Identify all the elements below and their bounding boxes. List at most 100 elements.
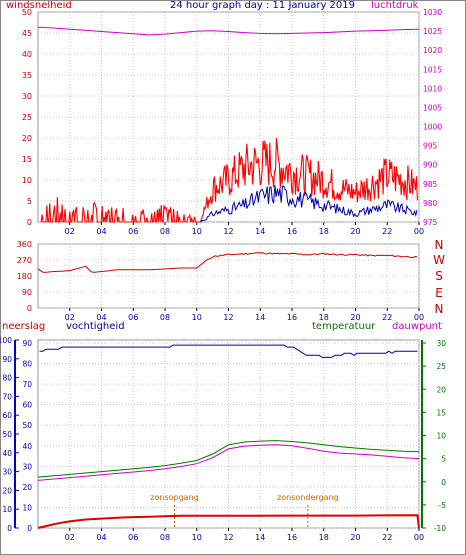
rain-tick-label: 40 <box>2 449 12 458</box>
p1-xtick-label: 06 <box>128 227 138 236</box>
temperature-tick-label: 15 <box>436 408 446 417</box>
humidity-tick-label: 10 <box>22 503 32 512</box>
direction-letter-n-top: N <box>434 238 444 252</box>
humidity-tick-label: 0 <box>27 524 32 533</box>
p2-xtick-label: 12 <box>223 313 233 322</box>
rain-tick-label: 10 <box>2 505 12 514</box>
p1-right-tick-label: 1030 <box>423 8 442 17</box>
p2-xtick-label: 00 <box>414 313 424 322</box>
p2-xtick-label: 14 <box>255 313 265 322</box>
direction-letter-e: E <box>435 286 443 300</box>
p1-left-tick-label: 45 <box>22 29 32 38</box>
p1-right-tick-label: 1010 <box>423 84 442 93</box>
p1-right-tick-label: 1025 <box>423 27 442 36</box>
p2-tick-label: 90 <box>22 288 32 297</box>
rain-tick-label: 60 <box>2 411 12 420</box>
humidity-line <box>39 344 418 358</box>
p2-xtick-label: 22 <box>382 313 392 322</box>
humidity-tick-label: 90 <box>22 339 32 348</box>
p1-right-tick-label: 1015 <box>423 65 442 74</box>
p1-right-tick-label: 1005 <box>423 103 442 112</box>
p1-left-tick-label: 10 <box>22 176 32 185</box>
p1-left-tick-label: 0 <box>27 218 32 227</box>
p1-right-tick-label: 990 <box>423 161 438 170</box>
p2-xtick-label: 16 <box>287 313 297 322</box>
rain-line <box>37 514 420 529</box>
wind-speed-line <box>40 138 418 223</box>
p3-xtick-label: 18 <box>319 533 329 542</box>
p2-tick-label: 270 <box>17 256 32 265</box>
p1-xtick-label: 20 <box>350 227 360 236</box>
temperature-tick-label: 0 <box>441 478 446 487</box>
humidity-tick-label: 40 <box>22 442 32 451</box>
humidity-axis-title: vochtigheid <box>66 321 125 332</box>
temperature-tick-label: 25 <box>436 362 446 371</box>
p3-xtick-label: 14 <box>255 533 265 542</box>
p2-tick-label: 360 <box>17 240 32 249</box>
p2-xtick-label: 20 <box>350 313 360 322</box>
p3-xtick-label: 10 <box>192 533 202 542</box>
humidity-tick-label: 60 <box>22 401 32 410</box>
p1-right-tick-label: 975 <box>423 218 438 227</box>
p3-xtick-label: 22 <box>382 533 392 542</box>
p1-right-tick-label: 1020 <box>423 46 442 55</box>
p1-left-tick-label: 50 <box>22 8 32 17</box>
rain-tick-label: 20 <box>2 486 12 495</box>
p2-xtick-label: 02 <box>65 313 75 322</box>
p1-xtick-label: 02 <box>65 227 75 236</box>
dewpoint-line <box>37 444 420 481</box>
p1-right-tick-label: 1000 <box>423 123 442 132</box>
rain-tick-label: 50 <box>2 430 12 439</box>
temperature-tick-label: 30 <box>436 339 446 348</box>
humidity-tick-label: 30 <box>22 462 32 471</box>
p1-xtick-label: 16 <box>287 227 297 236</box>
p2-xtick-label: 10 <box>192 313 202 322</box>
p3-xtick-label: 06 <box>128 533 138 542</box>
direction-letter-n-bottom: N <box>434 302 444 316</box>
temperature-line <box>37 440 420 478</box>
rain-tick-label: 80 <box>2 374 12 383</box>
temperature-tick-label: -5 <box>439 501 447 510</box>
rain-tick-label: 90 <box>2 355 12 364</box>
wind-direction-line <box>37 252 418 273</box>
wind-average-line <box>199 185 418 222</box>
p1-xtick-label: 04 <box>96 227 106 236</box>
rain-tick-label: 0 <box>7 524 12 533</box>
p3-xtick-label: 08 <box>160 533 170 542</box>
p1-left-tick-label: 30 <box>22 92 32 101</box>
sunrise-label: zonsopgang <box>150 493 198 502</box>
sunset-label: zonsondergang <box>277 493 339 502</box>
p3-xtick-label: 02 <box>65 533 75 542</box>
p2-xtick-label: 04 <box>96 313 106 322</box>
p1-xtick-label: 00 <box>414 227 424 236</box>
pressure-line <box>37 26 420 36</box>
humidity-tick-label: 20 <box>22 483 32 492</box>
p1-left-tick-label: 40 <box>22 50 32 59</box>
chart-title: 24 hour graph day : 11 January 2019 <box>170 0 355 11</box>
direction-letter-s: S <box>435 269 443 283</box>
temperature-axis-title: temperatuur <box>312 321 376 332</box>
p1-left-tick-label: 15 <box>22 155 32 164</box>
p2-tick-label: 0 <box>27 304 32 313</box>
p2-xtick-label: 18 <box>319 313 329 322</box>
pressure-axis-title: luchtdruk <box>371 0 419 11</box>
p1-left-tick-label: 20 <box>22 134 32 143</box>
temperature-tick-label: 5 <box>441 455 446 464</box>
temperature-tick-label: -10 <box>434 524 446 533</box>
temperature-tick-label: 10 <box>436 432 446 441</box>
p1-xtick-label: 08 <box>160 227 170 236</box>
humidity-tick-label: 80 <box>22 360 32 369</box>
dewpoint-axis-title: dauwpunt <box>392 321 442 332</box>
p1-right-tick-label: 980 <box>423 199 438 208</box>
p1-left-tick-label: 25 <box>22 113 32 122</box>
p3-xtick-label: 20 <box>350 533 360 542</box>
p2-xtick-label: 06 <box>128 313 138 322</box>
p3-xtick-label: 00 <box>414 533 424 542</box>
p1-right-tick-label: 995 <box>423 142 438 151</box>
p1-left-tick-label: 35 <box>22 71 32 80</box>
p1-xtick-label: 14 <box>255 227 265 236</box>
p3-xtick-label: 12 <box>223 533 233 542</box>
windspeed-axis-title: windsnelheid <box>6 0 72 11</box>
